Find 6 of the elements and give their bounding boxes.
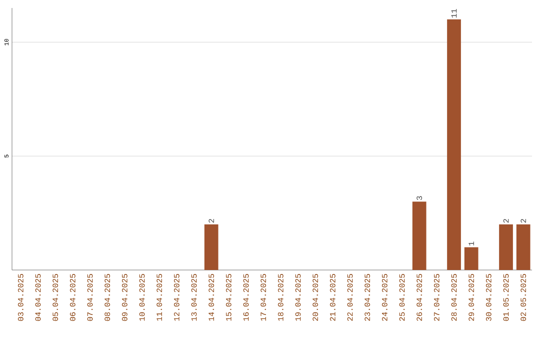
bar <box>447 19 461 270</box>
bar <box>204 224 218 270</box>
bar <box>412 202 426 270</box>
bar <box>516 224 530 270</box>
bar <box>464 247 478 270</box>
bar <box>499 224 513 270</box>
